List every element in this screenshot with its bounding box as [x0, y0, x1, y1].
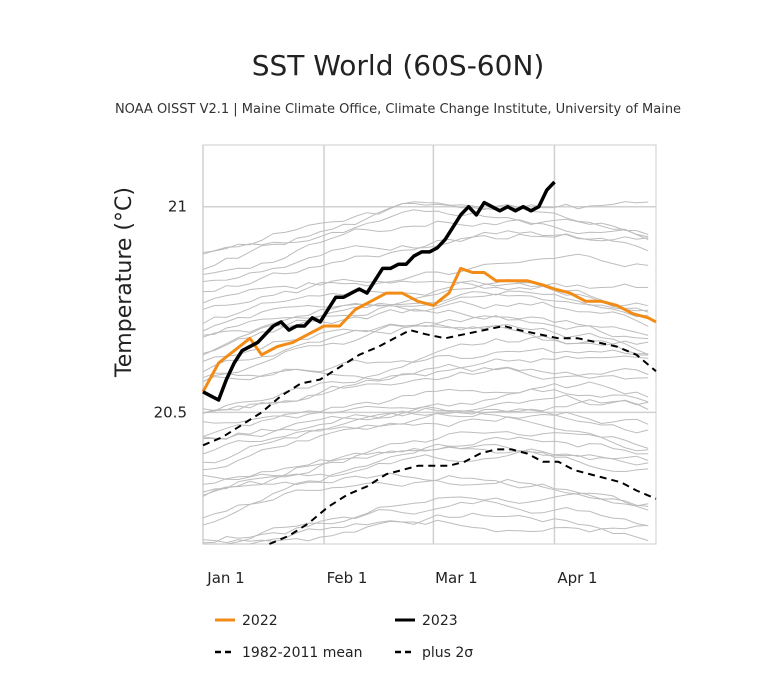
background-year-line	[202, 472, 649, 507]
background-year-line	[202, 280, 649, 324]
background-year-line	[202, 448, 649, 481]
background-year-line	[202, 399, 649, 424]
legend-label: 2022	[242, 613, 278, 629]
y-axis-label: Temperature (°C)	[112, 187, 137, 378]
background-year-line	[203, 512, 649, 545]
background-year-line	[202, 475, 649, 519]
background-year-line	[202, 315, 649, 373]
background-year-lines	[202, 201, 649, 545]
series-line-3	[269, 448, 657, 545]
legend-label: 1982-2011 mean	[242, 645, 362, 661]
background-year-line	[202, 519, 649, 544]
background-year-line	[202, 436, 649, 526]
background-year-line	[202, 201, 649, 270]
background-year-line	[202, 407, 649, 455]
y-tick-label: 21	[168, 198, 187, 216]
series-line-2	[202, 325, 657, 447]
background-year-line	[202, 201, 649, 253]
background-year-line	[202, 219, 649, 275]
x-tick-label: Feb 1	[327, 569, 368, 587]
background-year-line	[202, 230, 649, 293]
background-year-line	[202, 499, 649, 544]
background-year-line	[202, 347, 649, 383]
y-axis: 20.5 21	[154, 198, 187, 422]
series-line-1	[202, 180, 556, 402]
background-year-line	[202, 366, 649, 414]
background-year-line	[202, 323, 649, 383]
background-year-line	[202, 394, 649, 464]
background-year-line	[202, 363, 649, 412]
x-tick-label: Jan 1	[206, 569, 244, 587]
background-year-line	[202, 253, 649, 310]
background-year-line	[202, 355, 649, 381]
series-line-0	[201, 266, 657, 393]
legend-label: plus 2σ	[422, 645, 473, 661]
background-year-line	[202, 278, 649, 354]
background-year-line	[202, 381, 649, 438]
legend: 2022 2023 1982-2011 mean plus 2σ	[215, 613, 473, 661]
x-tick-label: Mar 1	[435, 569, 478, 587]
y-tick-label: 20.5	[154, 403, 187, 421]
background-year-line	[202, 411, 649, 471]
background-year-line	[202, 293, 649, 332]
background-year-line	[202, 209, 649, 255]
background-year-line	[202, 233, 649, 282]
chart-title: SST World (60S-60N)	[252, 49, 545, 82]
background-year-line	[202, 431, 649, 497]
background-year-line	[202, 323, 649, 362]
series-lines	[201, 180, 657, 545]
x-tick-label: Apr 1	[557, 569, 597, 587]
chart-subtitle: NOAA OISST V2.1 | Maine Climate Office, …	[115, 102, 681, 117]
x-axis: Jan 1 Feb 1 Mar 1 Apr 1	[206, 569, 597, 587]
legend-label: 2023	[422, 613, 458, 629]
